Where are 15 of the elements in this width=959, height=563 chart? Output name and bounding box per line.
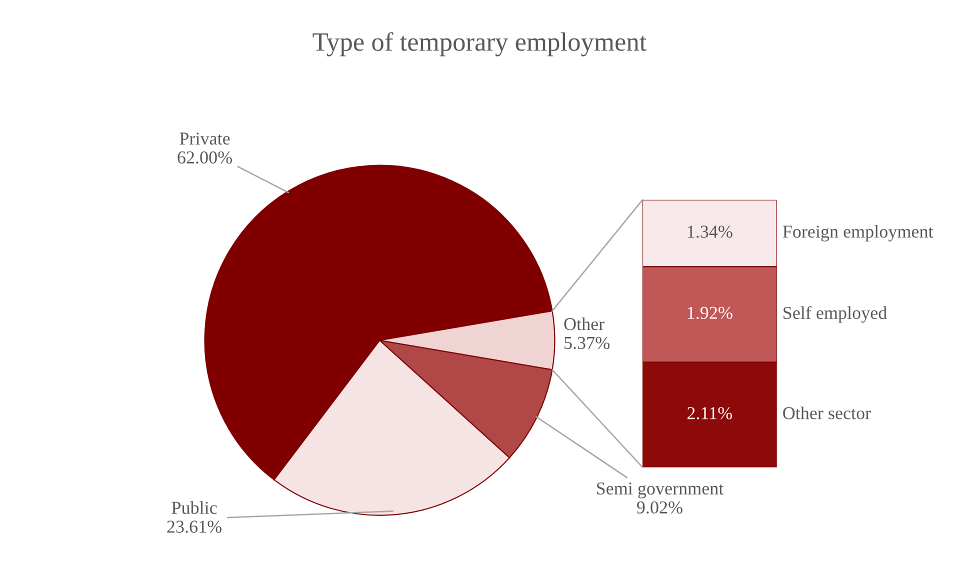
series-label: Foreign employment xyxy=(782,225,934,242)
data-label: 1.92% xyxy=(688,306,732,320)
slice-label: Public xyxy=(172,501,217,514)
chart-title: Type of temporary employment xyxy=(312,32,647,56)
slice-label: Private xyxy=(180,132,230,145)
data-label: 1.34% xyxy=(688,226,732,238)
data-label: 9.02% xyxy=(636,501,682,514)
series-label: Self employed xyxy=(784,306,887,323)
slice-label: Semi government xyxy=(597,482,724,498)
data-label: 5.37% xyxy=(564,336,610,350)
series-label: Other sector xyxy=(783,406,871,420)
data-label: 2.11% xyxy=(687,407,732,420)
data-label: 62.00% xyxy=(178,151,232,164)
slice-label: Other xyxy=(564,317,604,330)
data-label: 23.61% xyxy=(167,520,222,533)
